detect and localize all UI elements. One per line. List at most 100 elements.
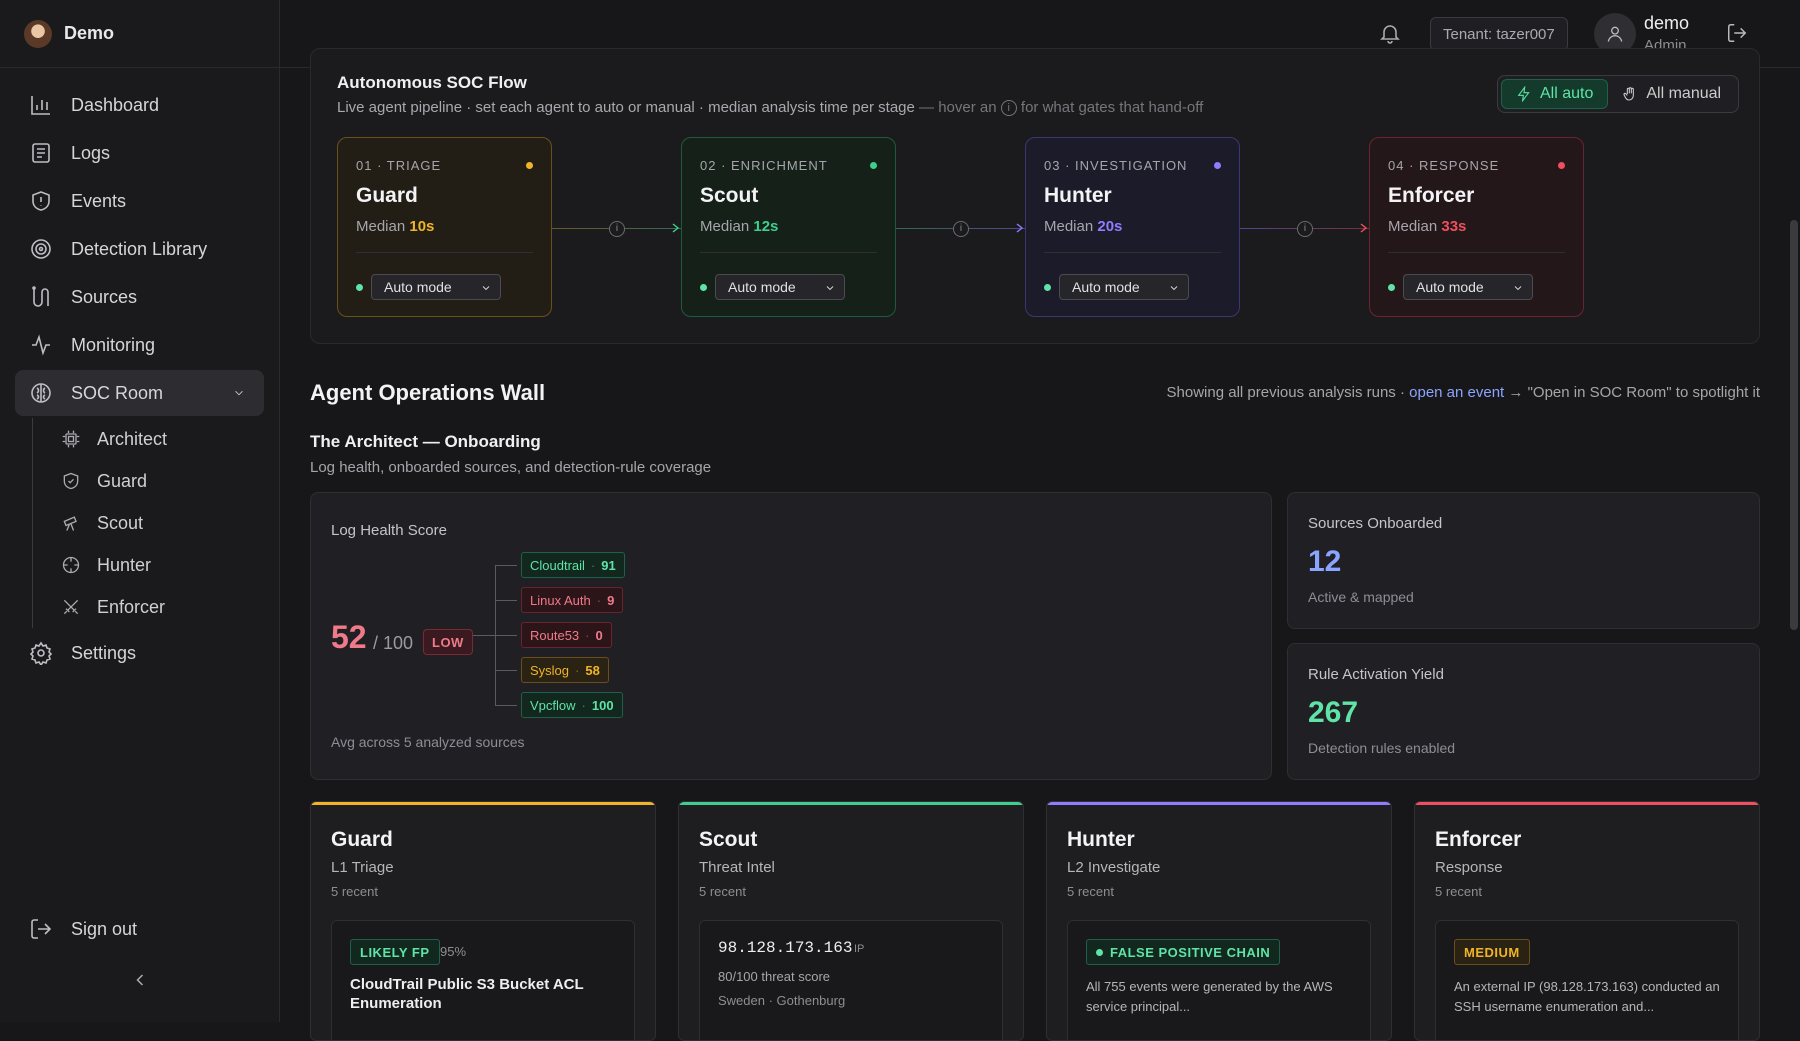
stage-status-dot [1558,162,1565,169]
run-card[interactable]: 98.128.173.163 IP 80/100 threat score Sw… [699,920,1003,1040]
stage-status-dot [1214,162,1221,169]
source-name: Syslog [530,662,570,678]
all-manual-button[interactable]: All manual [1608,79,1735,109]
sidebar-item-sources[interactable]: Sources [15,274,264,320]
stage-card-investigation[interactable]: 03 · INVESTIGATION Hunter Median 20s Aut… [1025,137,1240,317]
agent-role: Response [1435,859,1503,876]
swords-icon [63,599,79,615]
brand-logo [24,19,52,48]
wall-note-post: → "Open in SOC Room" to spotlight it [1508,384,1760,401]
mode-select[interactable]: Auto mode [1403,274,1533,300]
mode-select[interactable]: Auto mode [715,274,845,300]
run-summary: An external IP (98.128.173.163) conducte… [1454,979,1720,1014]
bell-icon[interactable] [1378,21,1402,45]
chevron-down-icon [1514,286,1522,291]
tree-arm [495,670,517,671]
flow-hint: — hover an i for what gates that hand-of… [919,99,1203,117]
stat-subtitle: Active & mapped [1308,589,1414,605]
stage-card-enrichment[interactable]: 02 · ENRICHMENT Scout Median 12s Auto mo… [681,137,896,317]
agent-role: L1 Triage [331,859,394,876]
chevron-down-icon[interactable] [232,386,246,400]
run-card[interactable]: FALSE POSITIVE CHAIN All 755 events were… [1067,920,1371,1040]
sidebar-item-detection-library[interactable]: Detection Library [15,226,264,272]
run-card[interactable]: MEDIUM An external IP (98.128.173.163) c… [1435,920,1739,1040]
agent-card-scout: Scout Threat Intel 5 recent 98.128.173.1… [678,801,1024,1041]
source-chip-route53[interactable]: Route53 · 0 [521,622,612,648]
cpu-icon [62,430,80,448]
source-chip-cloudtrail[interactable]: Cloudtrail · 91 [521,552,625,578]
scrollbar[interactable] [1790,220,1798,630]
mode-status-dot [700,284,707,291]
tenant-badge[interactable]: Tenant: tazer007 [1430,17,1568,51]
agent-name: Guard [331,828,393,851]
median-label: Median [700,218,750,235]
mode-select[interactable]: Auto mode [371,274,501,300]
sidebar-item-soc-room[interactable]: SOC Room [15,370,264,416]
all-auto-button[interactable]: All auto [1501,79,1609,109]
sidebar-item-label: Logs [71,142,111,163]
stage-median: Median 12s [700,218,778,235]
sidebar-item-settings[interactable]: Settings [15,630,264,676]
stat-title: Sources Onboarded [1308,515,1443,532]
divider [356,252,533,253]
run-title: CloudTrail Public S3 Bucket ACL Enumerat… [350,976,584,1012]
sidebar-item-logs[interactable]: Logs [15,130,264,176]
open-event-link[interactable]: open an event [1409,384,1505,401]
flow-title: Autonomous SOC Flow [337,73,527,92]
sidebar-item-events[interactable]: Events [15,178,264,224]
sidebar-item-monitoring[interactable]: Monitoring [15,322,264,368]
crosshair-icon [62,556,80,574]
flow-subtitle-text: Live agent pipeline · set each agent to … [337,99,915,116]
sidebar-item-label: Dashboard [71,94,160,115]
source-name: Vpcflow [530,697,576,713]
sidebar-item-dashboard[interactable]: Dashboard [15,82,264,128]
agent-count: 5 recent [1067,884,1114,899]
source-value: 0 [595,627,603,643]
source-name: Linux Auth [530,592,591,608]
stage-median: Median 20s [1044,218,1122,235]
stage-median: Median 10s [356,218,434,235]
tree-arm [495,565,517,566]
sidebar-item-label: Settings [71,642,137,663]
divider [1044,252,1221,253]
agent-role: L2 Investigate [1067,859,1161,876]
stage-card-triage[interactable]: 01 · TRIAGE Guard Median 10s Auto mode [337,137,552,317]
sign-out-label: Sign out [71,918,138,939]
info-icon[interactable]: i [609,221,625,237]
sidebar-subitem-label: Enforcer [97,596,166,617]
verdict-badge: LIKELY FP [350,939,440,965]
wall-note-pre: Showing all previous analysis runs · [1166,384,1405,401]
run-card[interactable]: LIKELY FP 95% CloudTrail Public S3 Bucke… [331,920,635,1040]
sidebar-subitem-guard[interactable]: Guard [33,460,279,502]
sources-icon [32,286,49,307]
hand-icon [1623,87,1635,101]
source-chip-linux-auth[interactable]: Linux Auth · 9 [521,587,624,613]
brand[interactable]: Demo [0,0,279,68]
rule-yield-card: Rule Activation Yield 267 Detection rule… [1287,643,1760,780]
mode-select[interactable]: Auto mode [1059,274,1189,300]
accent-bar [679,802,1023,805]
median-label: Median [1044,218,1094,235]
sign-out-button[interactable]: Sign out [15,906,137,952]
mode-select-value: Auto mode [1416,279,1484,295]
sidebar-item-label: Events [71,190,127,211]
chevron-down-icon [1170,286,1178,291]
sidebar-subitem-enforcer[interactable]: Enforcer [33,586,279,628]
info-icon[interactable]: i [1297,221,1313,237]
mode-select-value: Auto mode [728,279,796,295]
sidebar-subitem-hunter[interactable]: Hunter [33,544,279,586]
architect-subtitle: Log health, onboarded sources, and detec… [310,459,712,476]
collapse-sidebar-icon[interactable] [130,970,150,990]
agent-role: Threat Intel [699,859,775,876]
stage-card-response[interactable]: 04 · RESPONSE Enforcer Median 33s Auto m… [1369,137,1584,317]
chevron-down-icon [482,286,490,291]
agent-count: 5 recent [699,884,746,899]
sidebar-subitem-architect[interactable]: Architect [33,418,279,460]
info-icon[interactable]: i [953,221,969,237]
sidebar-subitem-label: Hunter [97,554,152,575]
logout-icon[interactable] [1726,22,1748,44]
source-chip-syslog[interactable]: Syslog · 58 [521,657,609,683]
stage-name: Guard [356,184,418,207]
sidebar-subitem-scout[interactable]: Scout [33,502,279,544]
source-chip-vpcflow[interactable]: Vpcflow · 100 [521,692,623,718]
